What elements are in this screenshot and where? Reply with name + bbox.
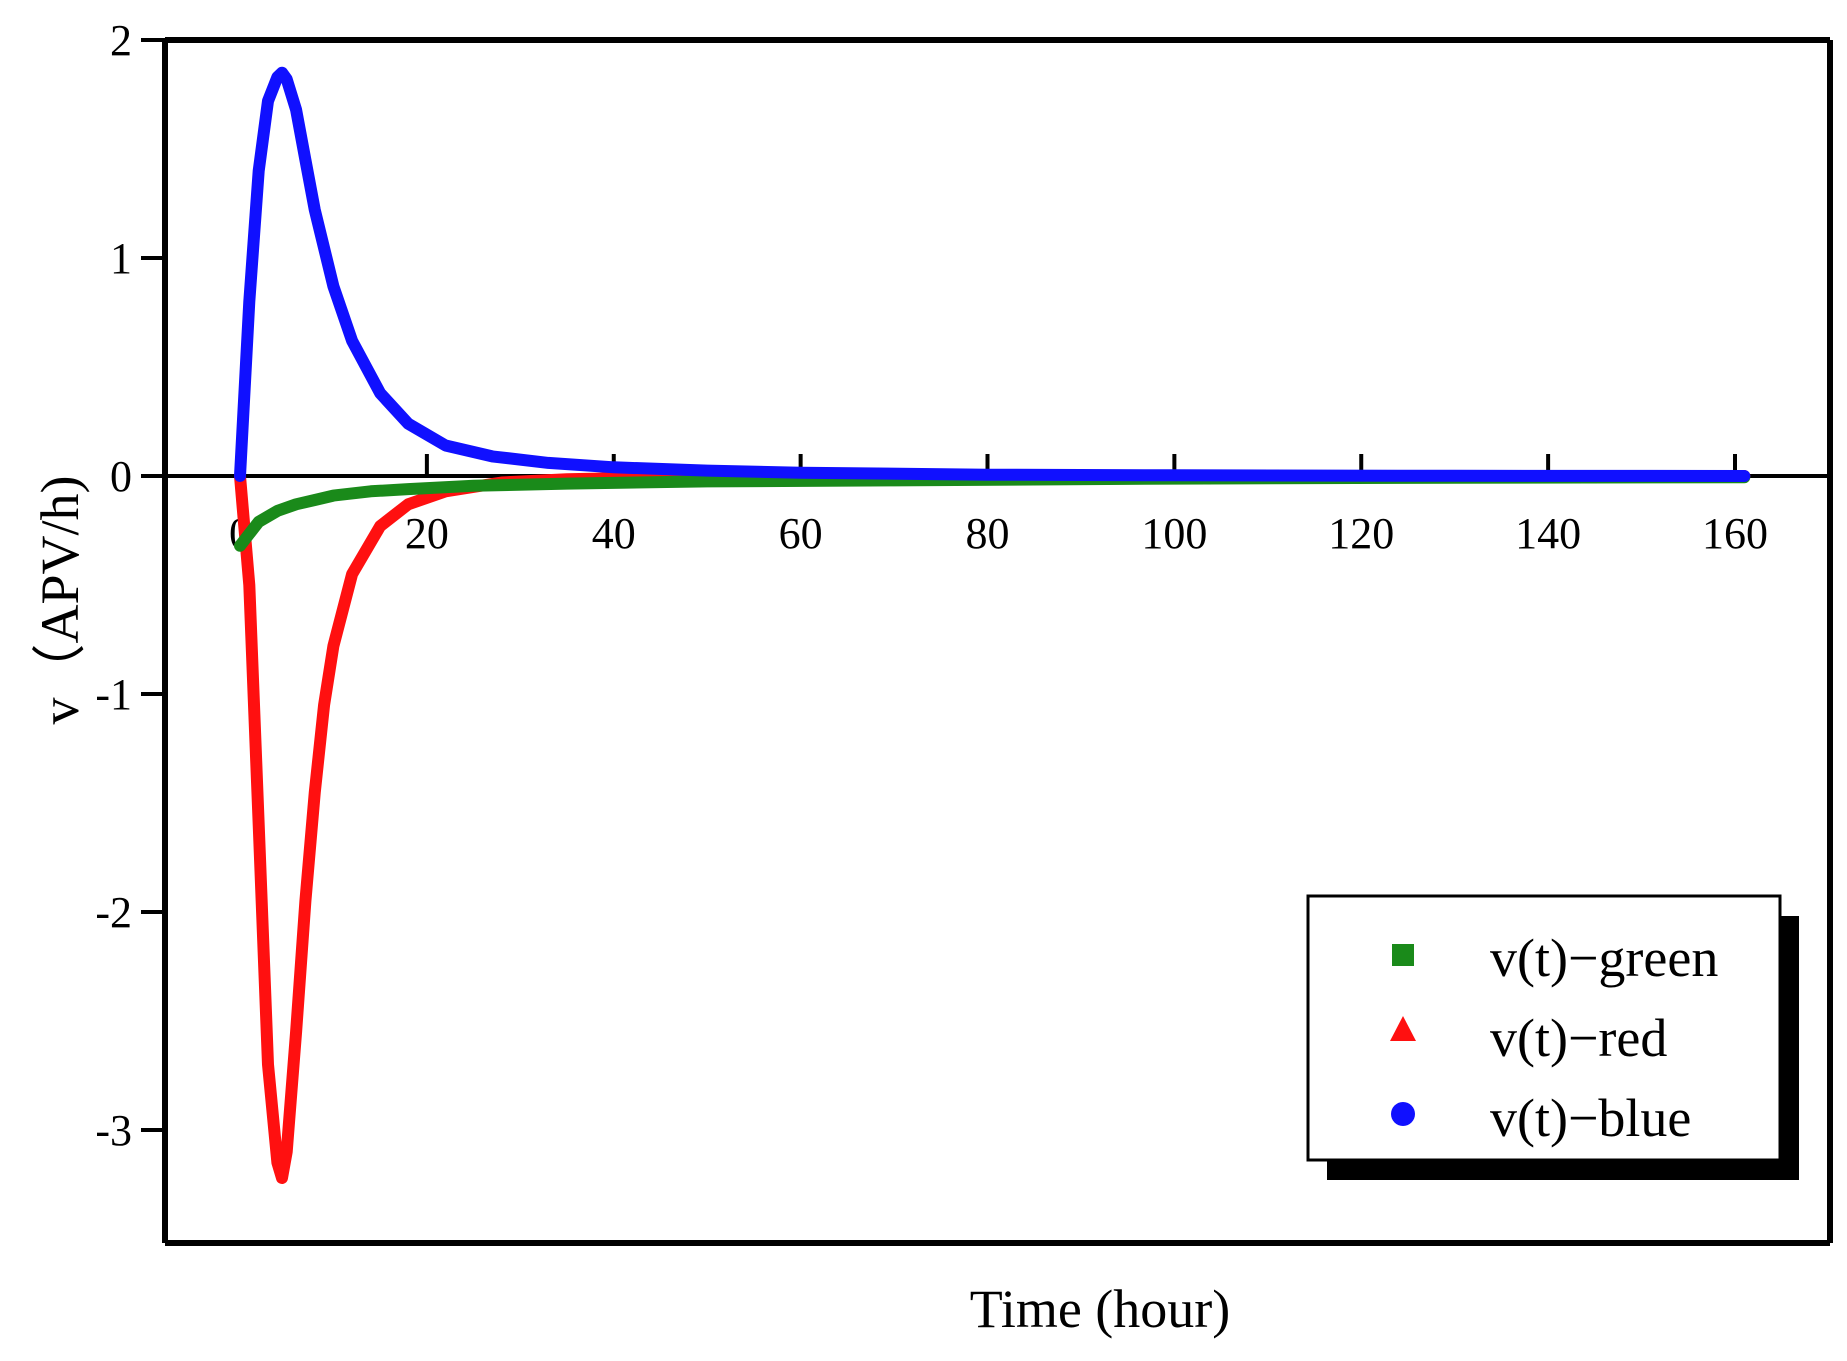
y-axis-ticks: 2 1 0 -1 -2 -3	[95, 16, 165, 1155]
legend: v(t)−green v(t)−red v(t)−blue	[1306, 894, 1799, 1180]
legend-marker-blue	[1391, 1102, 1415, 1126]
x-tick-label: 60	[779, 509, 823, 558]
y-tick-label: -1	[95, 670, 132, 719]
y-tick-label: 2	[110, 16, 132, 65]
legend-marker-green	[1392, 944, 1414, 966]
x-tick-label: 80	[966, 509, 1010, 558]
y-axis-title: v（APV/h)	[30, 475, 90, 724]
y-tick-label: 1	[110, 234, 132, 283]
legend-label-green: v(t)−green	[1490, 928, 1718, 988]
x-tick-label: 120	[1328, 509, 1394, 558]
y-tick-label: 0	[110, 452, 132, 501]
x-axis-title: Time (hour)	[970, 1279, 1231, 1339]
legend-label-blue: v(t)−blue	[1490, 1088, 1691, 1148]
y-tick-label: -2	[95, 888, 132, 937]
y-tick-label: -3	[95, 1106, 132, 1155]
series-line-blue	[234, 66, 1751, 482]
x-tick-label: 40	[592, 509, 636, 558]
legend-box	[1306, 894, 1782, 1162]
x-tick-label: 20	[405, 509, 449, 558]
x-tick-label: 100	[1141, 509, 1207, 558]
legend-marker-red	[1390, 1016, 1416, 1041]
series-layer	[234, 66, 1751, 1184]
x-tick-label: 140	[1515, 509, 1581, 558]
legend-label-red: v(t)−red	[1490, 1008, 1667, 1068]
x-tick-label: 160	[1702, 509, 1768, 558]
